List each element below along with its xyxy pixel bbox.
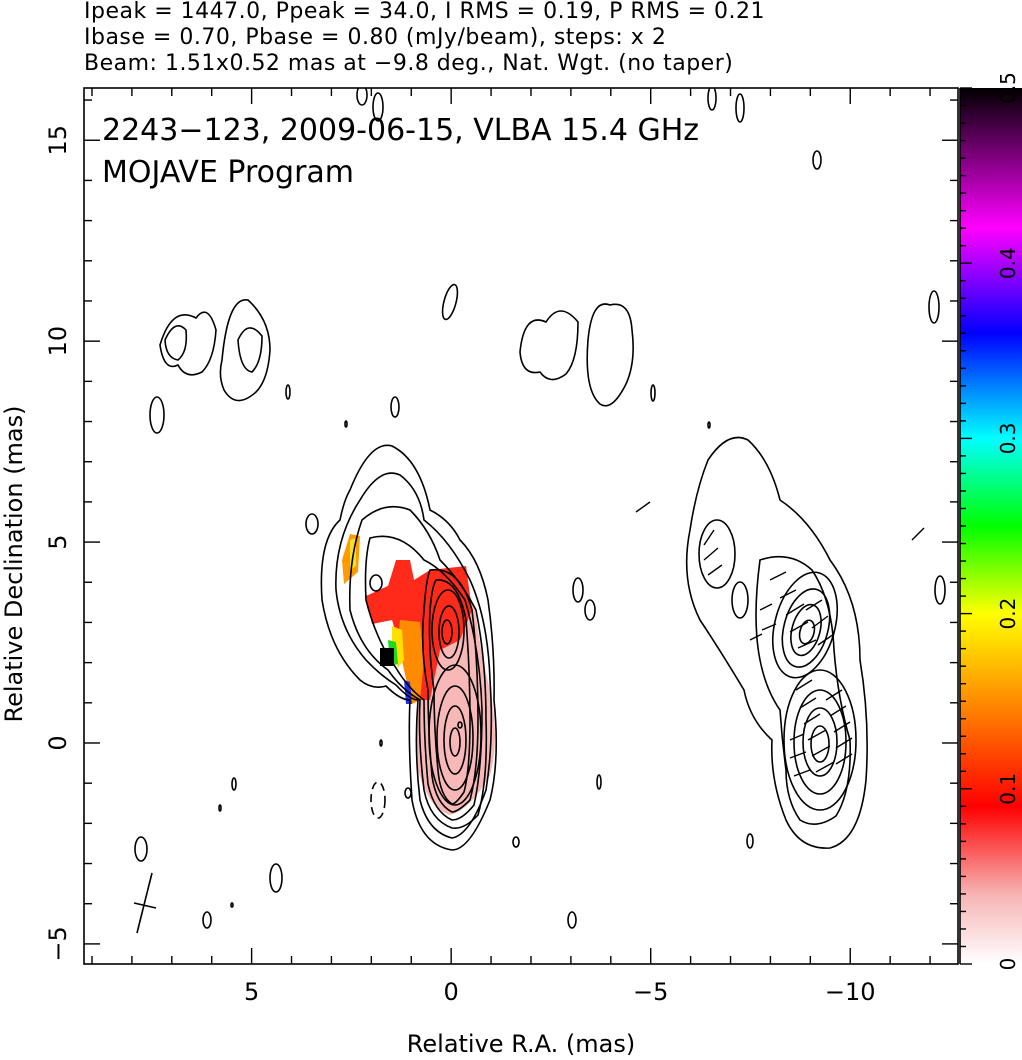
header-peak-rms: Ipeak = 1447.0, Ppeak = 34.0, I RMS = 0.… bbox=[84, 0, 765, 24]
polarization-color-black bbox=[380, 648, 394, 666]
x-tick-label: 0 bbox=[444, 978, 459, 1006]
colorbar-tick-label: 0.5 bbox=[996, 72, 1020, 104]
header-beam: Beam: 1.51x0.52 mas at −9.8 deg., Nat. W… bbox=[84, 51, 734, 76]
header-base-levels: Ibase = 0.70, Pbase = 0.80 (mJy/beam), s… bbox=[84, 25, 667, 50]
x-tick-label: −5 bbox=[633, 978, 668, 1006]
beam-marker bbox=[133, 872, 157, 934]
stokes-i-contours-right bbox=[519, 88, 946, 849]
plot-frame bbox=[83, 87, 959, 965]
chart-title: 2243−123, 2009-06-15, VLBA 15.4 GHz bbox=[102, 113, 699, 148]
stokes-i-contours-left bbox=[134, 88, 596, 929]
x-axis-label: Relative R.A. (mas) bbox=[407, 1030, 635, 1058]
y-tick-label: 0 bbox=[44, 735, 72, 750]
y-tick-label: 15 bbox=[44, 125, 72, 156]
x-tick-label: −10 bbox=[825, 978, 876, 1006]
colorbar-gradient bbox=[960, 88, 1022, 964]
colorbar-tick-label: 0.1 bbox=[996, 773, 1020, 805]
y-axis-label: Relative Declination (mas) bbox=[0, 405, 28, 722]
colorbar-tick-label: 0.2 bbox=[996, 598, 1020, 630]
colorbar: 0 0.1 0.2 0.3 0.4 0.5 bbox=[959, 72, 1022, 971]
x-tick-label: 5 bbox=[244, 978, 259, 1006]
evpa-vectors bbox=[635, 501, 925, 777]
fractional-polarization-panel bbox=[134, 88, 596, 929]
colorbar-tick-label: 0 bbox=[996, 958, 1020, 971]
y-tick-label: 5 bbox=[44, 534, 72, 549]
colorbar-tick-label: 0.4 bbox=[996, 247, 1020, 279]
y-tick-label: −5 bbox=[44, 926, 72, 961]
colorbar-tick-label: 0.3 bbox=[996, 422, 1020, 454]
polarization-color-gradient bbox=[398, 620, 424, 704]
y-tick-label: 10 bbox=[44, 326, 72, 357]
chart-subtitle: MOJAVE Program bbox=[102, 155, 354, 190]
evpa-contour-panel bbox=[519, 88, 946, 849]
